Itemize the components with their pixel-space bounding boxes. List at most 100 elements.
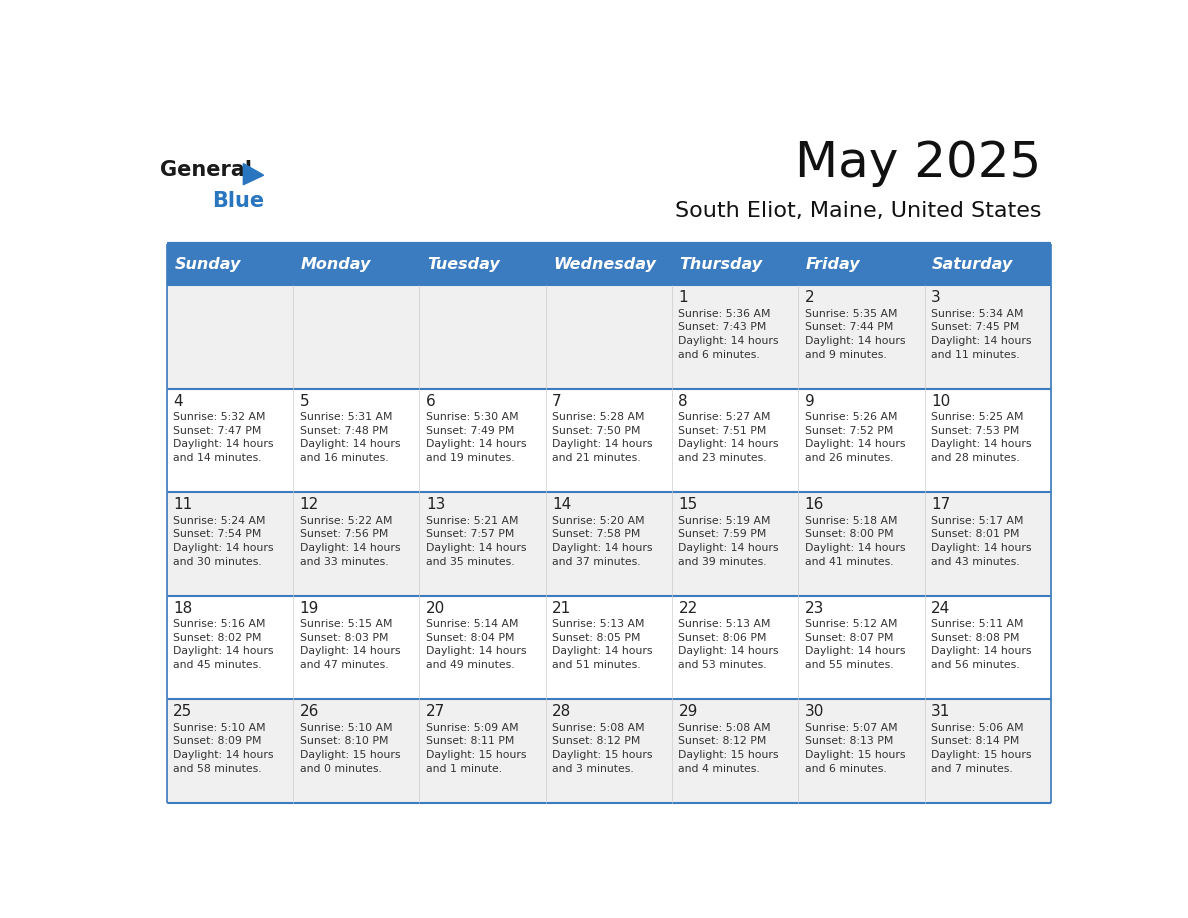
Text: 18: 18 [173, 601, 192, 616]
Text: 9: 9 [804, 394, 815, 409]
Text: Sunrise: 5:07 AM
Sunset: 8:13 PM
Daylight: 15 hours
and 6 minutes.: Sunrise: 5:07 AM Sunset: 8:13 PM Dayligh… [804, 722, 905, 774]
Text: Sunrise: 5:31 AM
Sunset: 7:48 PM
Daylight: 14 hours
and 16 minutes.: Sunrise: 5:31 AM Sunset: 7:48 PM Dayligh… [299, 412, 400, 463]
Text: Saturday: Saturday [931, 257, 1013, 273]
FancyBboxPatch shape [798, 244, 924, 285]
Text: Wednesday: Wednesday [554, 257, 656, 273]
Text: Sunrise: 5:22 AM
Sunset: 7:56 PM
Daylight: 14 hours
and 33 minutes.: Sunrise: 5:22 AM Sunset: 7:56 PM Dayligh… [299, 516, 400, 566]
Text: Sunrise: 5:24 AM
Sunset: 7:54 PM
Daylight: 14 hours
and 30 minutes.: Sunrise: 5:24 AM Sunset: 7:54 PM Dayligh… [173, 516, 274, 566]
Text: 17: 17 [931, 498, 950, 512]
FancyBboxPatch shape [166, 285, 293, 389]
Text: 11: 11 [173, 498, 192, 512]
Text: Sunrise: 5:21 AM
Sunset: 7:57 PM
Daylight: 14 hours
and 35 minutes.: Sunrise: 5:21 AM Sunset: 7:57 PM Dayligh… [425, 516, 526, 566]
FancyBboxPatch shape [166, 389, 293, 492]
FancyBboxPatch shape [293, 389, 419, 492]
FancyBboxPatch shape [545, 492, 672, 596]
FancyBboxPatch shape [545, 700, 672, 803]
Text: 20: 20 [425, 601, 446, 616]
Text: Sunrise: 5:08 AM
Sunset: 8:12 PM
Daylight: 15 hours
and 3 minutes.: Sunrise: 5:08 AM Sunset: 8:12 PM Dayligh… [552, 722, 652, 774]
Text: Blue: Blue [211, 191, 264, 210]
Text: 12: 12 [299, 498, 318, 512]
Text: Thursday: Thursday [680, 257, 763, 273]
FancyBboxPatch shape [924, 596, 1051, 700]
FancyBboxPatch shape [293, 492, 419, 596]
FancyBboxPatch shape [798, 389, 924, 492]
Text: Sunrise: 5:10 AM
Sunset: 8:10 PM
Daylight: 15 hours
and 0 minutes.: Sunrise: 5:10 AM Sunset: 8:10 PM Dayligh… [299, 722, 400, 774]
FancyBboxPatch shape [545, 389, 672, 492]
FancyBboxPatch shape [672, 596, 798, 700]
Text: South Eliot, Maine, United States: South Eliot, Maine, United States [675, 200, 1042, 220]
FancyBboxPatch shape [419, 492, 545, 596]
Text: Sunrise: 5:13 AM
Sunset: 8:05 PM
Daylight: 14 hours
and 51 minutes.: Sunrise: 5:13 AM Sunset: 8:05 PM Dayligh… [552, 620, 652, 670]
Text: 5: 5 [299, 394, 309, 409]
FancyBboxPatch shape [672, 389, 798, 492]
FancyBboxPatch shape [293, 596, 419, 700]
Text: 2: 2 [804, 290, 814, 306]
Text: 30: 30 [804, 704, 824, 720]
FancyBboxPatch shape [545, 285, 672, 389]
Text: Sunrise: 5:15 AM
Sunset: 8:03 PM
Daylight: 14 hours
and 47 minutes.: Sunrise: 5:15 AM Sunset: 8:03 PM Dayligh… [299, 620, 400, 670]
FancyBboxPatch shape [924, 389, 1051, 492]
Text: 16: 16 [804, 498, 824, 512]
Text: Sunrise: 5:30 AM
Sunset: 7:49 PM
Daylight: 14 hours
and 19 minutes.: Sunrise: 5:30 AM Sunset: 7:49 PM Dayligh… [425, 412, 526, 463]
Text: Sunrise: 5:17 AM
Sunset: 8:01 PM
Daylight: 14 hours
and 43 minutes.: Sunrise: 5:17 AM Sunset: 8:01 PM Dayligh… [931, 516, 1031, 566]
Text: 1: 1 [678, 290, 688, 306]
Text: Sunrise: 5:28 AM
Sunset: 7:50 PM
Daylight: 14 hours
and 21 minutes.: Sunrise: 5:28 AM Sunset: 7:50 PM Dayligh… [552, 412, 652, 463]
FancyBboxPatch shape [419, 389, 545, 492]
FancyBboxPatch shape [419, 700, 545, 803]
FancyBboxPatch shape [672, 700, 798, 803]
Text: 21: 21 [552, 601, 571, 616]
Text: Friday: Friday [805, 257, 860, 273]
Text: Sunrise: 5:10 AM
Sunset: 8:09 PM
Daylight: 14 hours
and 58 minutes.: Sunrise: 5:10 AM Sunset: 8:09 PM Dayligh… [173, 722, 274, 774]
Text: Tuesday: Tuesday [426, 257, 500, 273]
Text: 27: 27 [425, 704, 446, 720]
Text: Sunrise: 5:11 AM
Sunset: 8:08 PM
Daylight: 14 hours
and 56 minutes.: Sunrise: 5:11 AM Sunset: 8:08 PM Dayligh… [931, 620, 1031, 670]
Text: 7: 7 [552, 394, 562, 409]
FancyBboxPatch shape [798, 700, 924, 803]
Text: Sunrise: 5:27 AM
Sunset: 7:51 PM
Daylight: 14 hours
and 23 minutes.: Sunrise: 5:27 AM Sunset: 7:51 PM Dayligh… [678, 412, 779, 463]
Text: Sunrise: 5:19 AM
Sunset: 7:59 PM
Daylight: 14 hours
and 39 minutes.: Sunrise: 5:19 AM Sunset: 7:59 PM Dayligh… [678, 516, 779, 566]
Text: 31: 31 [931, 704, 950, 720]
Text: 29: 29 [678, 704, 697, 720]
FancyBboxPatch shape [798, 285, 924, 389]
FancyBboxPatch shape [672, 244, 798, 285]
Text: 25: 25 [173, 704, 192, 720]
Polygon shape [244, 163, 264, 185]
Text: 19: 19 [299, 601, 320, 616]
Text: 3: 3 [931, 290, 941, 306]
Text: Sunrise: 5:14 AM
Sunset: 8:04 PM
Daylight: 14 hours
and 49 minutes.: Sunrise: 5:14 AM Sunset: 8:04 PM Dayligh… [425, 620, 526, 670]
Text: 22: 22 [678, 601, 697, 616]
Text: Sunrise: 5:16 AM
Sunset: 8:02 PM
Daylight: 14 hours
and 45 minutes.: Sunrise: 5:16 AM Sunset: 8:02 PM Dayligh… [173, 620, 274, 670]
FancyBboxPatch shape [924, 285, 1051, 389]
Text: Sunrise: 5:25 AM
Sunset: 7:53 PM
Daylight: 14 hours
and 28 minutes.: Sunrise: 5:25 AM Sunset: 7:53 PM Dayligh… [931, 412, 1031, 463]
FancyBboxPatch shape [545, 244, 672, 285]
FancyBboxPatch shape [419, 596, 545, 700]
FancyBboxPatch shape [798, 596, 924, 700]
Text: Sunrise: 5:35 AM
Sunset: 7:44 PM
Daylight: 14 hours
and 9 minutes.: Sunrise: 5:35 AM Sunset: 7:44 PM Dayligh… [804, 308, 905, 360]
Text: Sunrise: 5:34 AM
Sunset: 7:45 PM
Daylight: 14 hours
and 11 minutes.: Sunrise: 5:34 AM Sunset: 7:45 PM Dayligh… [931, 308, 1031, 360]
Text: Sunrise: 5:12 AM
Sunset: 8:07 PM
Daylight: 14 hours
and 55 minutes.: Sunrise: 5:12 AM Sunset: 8:07 PM Dayligh… [804, 620, 905, 670]
Text: 13: 13 [425, 498, 446, 512]
Text: 10: 10 [931, 394, 950, 409]
Text: 6: 6 [425, 394, 436, 409]
FancyBboxPatch shape [293, 285, 419, 389]
Text: Sunrise: 5:26 AM
Sunset: 7:52 PM
Daylight: 14 hours
and 26 minutes.: Sunrise: 5:26 AM Sunset: 7:52 PM Dayligh… [804, 412, 905, 463]
FancyBboxPatch shape [924, 700, 1051, 803]
Text: Sunrise: 5:08 AM
Sunset: 8:12 PM
Daylight: 15 hours
and 4 minutes.: Sunrise: 5:08 AM Sunset: 8:12 PM Dayligh… [678, 722, 779, 774]
FancyBboxPatch shape [924, 492, 1051, 596]
Text: Sunday: Sunday [175, 257, 241, 273]
FancyBboxPatch shape [293, 244, 419, 285]
Text: Sunrise: 5:09 AM
Sunset: 8:11 PM
Daylight: 15 hours
and 1 minute.: Sunrise: 5:09 AM Sunset: 8:11 PM Dayligh… [425, 722, 526, 774]
FancyBboxPatch shape [672, 285, 798, 389]
FancyBboxPatch shape [419, 285, 545, 389]
Text: 15: 15 [678, 498, 697, 512]
Text: Monday: Monday [301, 257, 371, 273]
Text: General: General [159, 161, 252, 180]
Text: 26: 26 [299, 704, 320, 720]
FancyBboxPatch shape [924, 244, 1051, 285]
FancyBboxPatch shape [166, 492, 293, 596]
Text: 4: 4 [173, 394, 183, 409]
FancyBboxPatch shape [545, 596, 672, 700]
FancyBboxPatch shape [798, 492, 924, 596]
Text: Sunrise: 5:36 AM
Sunset: 7:43 PM
Daylight: 14 hours
and 6 minutes.: Sunrise: 5:36 AM Sunset: 7:43 PM Dayligh… [678, 308, 779, 360]
Text: 28: 28 [552, 704, 571, 720]
